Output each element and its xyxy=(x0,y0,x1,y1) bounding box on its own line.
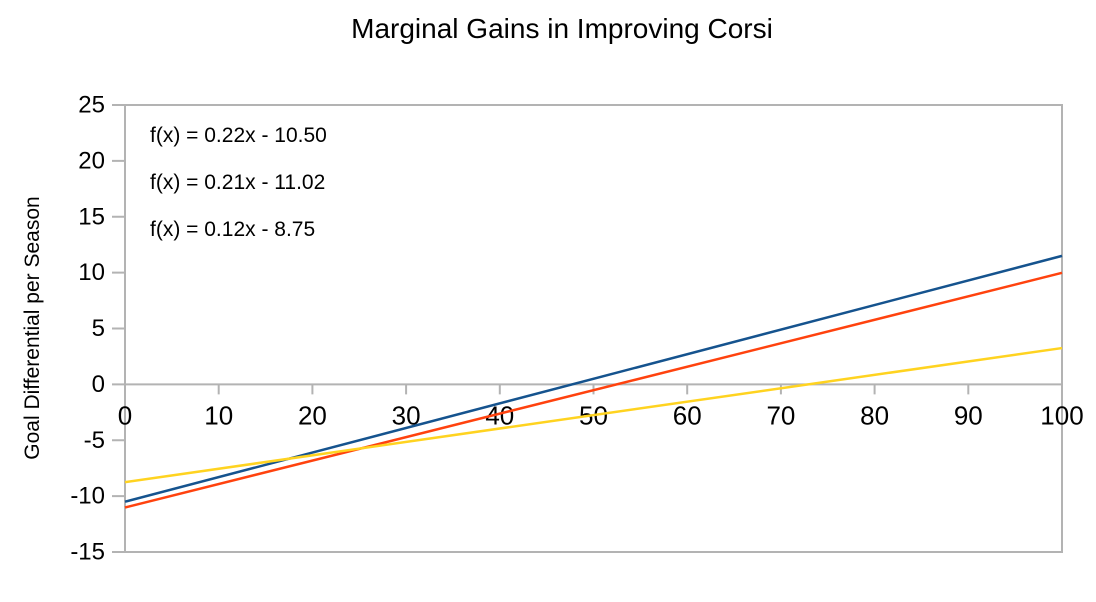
trendline-equation-blue: f(x) = 0.22x - 10.50 xyxy=(150,124,327,147)
y-tick-label: 15 xyxy=(78,203,105,230)
x-tick-label: 60 xyxy=(673,400,702,430)
series-line-yellow xyxy=(124,346,1063,484)
x-tick-label: 20 xyxy=(298,400,327,430)
trendline-equation-red: f(x) = 0.21x - 11.02 xyxy=(150,171,326,194)
y-tick-label: 20 xyxy=(78,147,105,174)
y-tick-label: 5 xyxy=(92,315,105,342)
chart-title: Marginal Gains in Improving Corsi xyxy=(351,13,773,44)
y-tick-label: 0 xyxy=(92,371,105,398)
series-line-blue xyxy=(124,254,1063,503)
x-tick-label: 90 xyxy=(954,400,983,430)
x-tick-label: 0 xyxy=(118,400,132,430)
trendline-equation-yellow: f(x) = 0.12x - 8.75 xyxy=(150,218,316,241)
x-tick-label: 10 xyxy=(204,400,233,430)
y-tick-label: 25 xyxy=(78,92,105,119)
y-tick-label: 10 xyxy=(78,259,105,286)
y-tick-label: -15 xyxy=(70,539,105,566)
series-line-red xyxy=(124,271,1063,509)
x-tick-label: 80 xyxy=(860,400,889,430)
trendline-equations: f(x) = 0.22x - 10.50 f(x) = 0.21x - 11.0… xyxy=(150,112,327,253)
y-tick-label: -10 xyxy=(70,483,105,510)
x-tick-label: 70 xyxy=(766,400,795,430)
y-tick-label: -5 xyxy=(84,427,105,454)
x-tick-label: 100 xyxy=(1040,400,1083,430)
